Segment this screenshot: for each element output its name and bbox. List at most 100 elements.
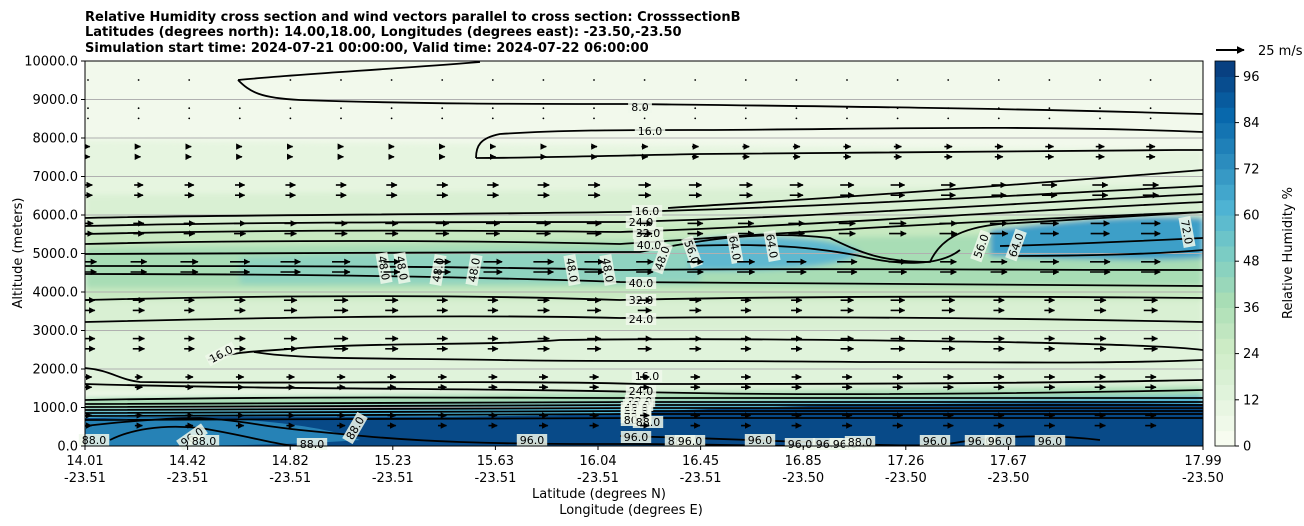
contour-label-bg: [631, 205, 663, 217]
colorbar-tick-label: 12: [1243, 393, 1260, 408]
contour-8-top: [237, 61, 481, 81]
contour-label: 96.0: [984, 435, 1016, 448]
wind-vector: [694, 79, 697, 81]
colorbar-level: [1215, 122, 1235, 139]
contour-label-bg: [651, 241, 673, 275]
colorbar-level: [1215, 384, 1235, 401]
wind-vector: [1048, 79, 1051, 81]
contour-label-bg: [1178, 215, 1196, 249]
contour-label-bg: [633, 239, 665, 251]
colorbar-tick-label: 24: [1243, 347, 1260, 362]
contour-label-bg: [784, 438, 816, 450]
x-axis-label-lon: Longitude (degrees E): [559, 503, 703, 518]
x-tick-label-lon: -23.51: [167, 471, 209, 486]
wind-vector: [1048, 117, 1051, 120]
contour-label-text: 16.0: [638, 125, 663, 138]
contour-label-bg: [681, 235, 703, 269]
wind-vector: [846, 107, 848, 110]
colorbar-level: [1215, 415, 1235, 432]
wind-vector: [744, 117, 747, 120]
wind-vector: [289, 117, 292, 120]
contour-label: 40.0: [625, 277, 657, 290]
colorbar-level: [1215, 107, 1235, 124]
contour-label: 24.0: [625, 313, 657, 326]
wind-vector: [744, 107, 747, 110]
wind-vector: [238, 117, 241, 120]
wind-vector: [238, 107, 241, 110]
wind-vector: [441, 107, 444, 110]
contour-label-text: 96.0: [923, 435, 948, 448]
colorbar: 0 12 24 36 48 60 72 84 96: [1214, 60, 1260, 455]
contour-label-bg: [984, 435, 1016, 447]
x-tick-label-lat: 16.85: [785, 454, 822, 469]
colorbar-level: [1215, 369, 1235, 385]
wind-vector: [896, 107, 899, 110]
y-tick-label: 4000.0: [33, 286, 79, 301]
wind-vector: [1099, 117, 1101, 120]
wind-vector: [947, 117, 950, 120]
colorbar-level: [1215, 399, 1235, 416]
x-tick-label-lon: -23.50: [885, 471, 927, 486]
wind-vector: [896, 117, 899, 120]
wind-vector: [795, 107, 798, 110]
wind-vector: [997, 117, 1000, 120]
y-tick-label: 3000.0: [33, 324, 79, 339]
x-tick-label-lon: -23.50: [987, 471, 1029, 486]
wind-vector: [1099, 79, 1101, 81]
wind-vector: [593, 79, 595, 81]
contour-40-lower: [85, 273, 1203, 287]
x-tick-label-lon: -23.50: [1182, 471, 1224, 486]
contour-16-lower-a: [207, 338, 1203, 361]
wind-vector: [441, 79, 444, 81]
wind-vector: [542, 79, 545, 81]
contour-label-bg: [620, 431, 652, 443]
y-tick-label: 10000.0: [24, 55, 78, 70]
contour-64-east: [1009, 249, 1203, 257]
contour-label: 96.0: [744, 434, 776, 447]
colorbar-level: [1215, 276, 1235, 293]
x-tick-label-lat: 15.63: [477, 454, 514, 469]
contour-label-bg: [844, 436, 876, 448]
contour-label-text: 72.0: [1178, 219, 1195, 245]
wind-vector: [1149, 117, 1152, 120]
contour-8: [237, 79, 1203, 115]
contour-label-text: 88.0: [192, 435, 217, 448]
y-axis: 0.0 1000.0 2000.0 3000.0 4000.0 5000.0 6000.0 7…: [24, 55, 85, 455]
quiver-key-label: 25 m/s: [1258, 44, 1303, 59]
contour-label-text: 96.0: [988, 435, 1013, 448]
contour-label: 96.0: [620, 431, 652, 444]
contour-16-upper-a: [475, 126, 1203, 159]
x-tick-label-lat: 14.82: [272, 454, 309, 469]
colorbar-level: [1215, 322, 1235, 339]
contour-label-text: 88.0: [848, 436, 873, 449]
contour-label: 96.0: [784, 438, 816, 451]
colorbar-tick-label: 0: [1243, 440, 1251, 455]
x-tick-label-lat: 14.01: [66, 454, 103, 469]
wind-vector: [542, 117, 545, 120]
y-tick-label: 8000.0: [33, 132, 79, 147]
wind-vector: [491, 117, 494, 120]
wind-vector: [491, 79, 494, 81]
wind-vector: [694, 117, 697, 120]
colorbar-level: [1215, 307, 1235, 324]
contour-label-text: 48.0: [430, 257, 447, 283]
x-tick-label-lat: 17.26: [887, 454, 924, 469]
wind-vector: [137, 107, 140, 110]
wind-vector: [137, 79, 140, 81]
contour-label-text: 96.0: [788, 438, 813, 451]
wind-vector: [997, 107, 1000, 110]
contour-label-text: 48.0: [466, 257, 483, 283]
contour-label-bg: [628, 101, 652, 113]
contour-label: 88.0: [188, 435, 220, 448]
wind-vector: [643, 107, 646, 110]
contour-label: 72.0: [1178, 215, 1196, 249]
colorbar-tick-label: 36: [1243, 301, 1260, 316]
chart-title-line-1: Relative Humidity cross section and wind…: [85, 10, 741, 25]
contour-label: 64.0: [763, 229, 781, 263]
wind-vector: [238, 79, 241, 81]
x-tick-label-lon: -23.51: [474, 471, 516, 486]
contour-label-bg: [726, 231, 744, 265]
contour-label-text: 96.0: [678, 435, 703, 448]
contour-label: 16.0: [631, 205, 663, 218]
